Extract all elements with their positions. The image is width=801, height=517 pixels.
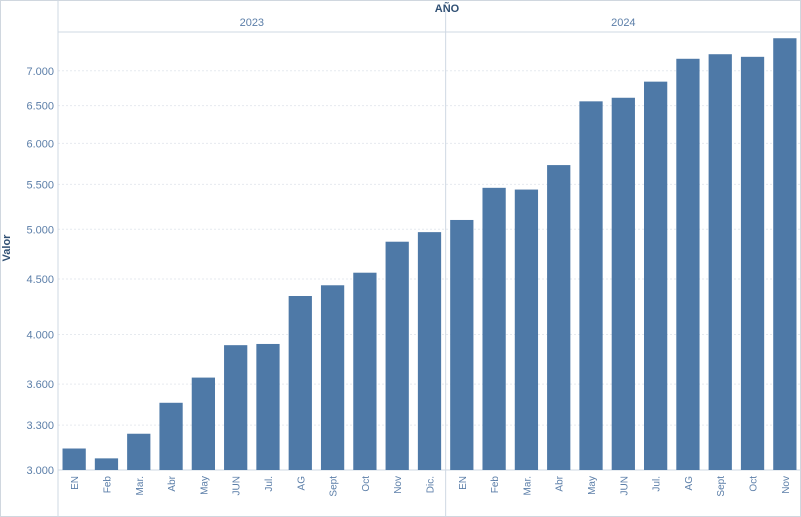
bar	[159, 402, 183, 470]
bar	[191, 377, 215, 470]
x-tick-label: Mar.	[135, 476, 146, 495]
x-tick-label: JUN	[232, 476, 243, 495]
bar	[62, 448, 86, 470]
bar	[450, 219, 474, 470]
x-tick-label: May	[199, 476, 210, 495]
bar	[514, 189, 539, 470]
x-tick-label: EN	[458, 476, 469, 490]
y-axis-label: Valor	[1, 234, 13, 262]
bar	[611, 97, 635, 470]
x-tick-label: AG	[684, 476, 695, 491]
column-header-title: AÑO	[435, 2, 460, 15]
x-tick-label: Dic.	[426, 476, 437, 493]
x-tick-label: Nov	[393, 476, 404, 494]
x-axis: EN Feb Mar. Abr May JUN Jul. AG Sept Oct Nov Dic. EN…	[70, 475, 792, 496]
bar	[94, 458, 119, 470]
bar	[256, 343, 280, 470]
x-tick-label: Abr	[167, 475, 178, 491]
bar	[224, 345, 248, 470]
x-tick-label: Mar.	[522, 476, 533, 495]
bar	[547, 165, 571, 470]
bar	[127, 433, 151, 470]
x-tick-label: Feb	[490, 476, 501, 494]
x-tick-label: Oct	[361, 476, 372, 492]
y-axis: Valor 3.000 3.300 3.600 4.000 4.500 5.000 5.50…	[1, 66, 54, 477]
bar	[353, 272, 377, 470]
y-tick-label: 3.600	[26, 379, 54, 391]
y-tick-label: 5.500	[26, 179, 54, 191]
x-tick-label: Oct	[749, 476, 760, 492]
y-tick-label: 3.300	[26, 420, 54, 432]
bar	[482, 187, 506, 470]
y-tick-label: 4.000	[26, 329, 54, 341]
x-tick-label: Jul.	[652, 476, 663, 492]
x-tick-label: Sept	[329, 476, 340, 497]
x-tick-label: AG	[296, 476, 307, 491]
bar	[644, 81, 668, 470]
bar	[288, 296, 312, 470]
column-headers: AÑO 2023 2024	[240, 2, 636, 29]
x-tick-label: EN	[70, 476, 81, 490]
bar	[773, 38, 797, 471]
bar	[708, 54, 732, 470]
y-tick-label: 5.000	[26, 224, 54, 236]
x-tick-label: Jul.	[264, 476, 275, 492]
x-tick-label: May	[587, 476, 598, 495]
bars	[62, 38, 797, 471]
bar	[740, 56, 765, 471]
y-tick-label: 3.000	[26, 465, 54, 477]
year-header: 2023	[240, 17, 264, 29]
y-tick-label: 4.500	[26, 274, 54, 286]
bar	[676, 58, 700, 470]
x-tick-label: Feb	[102, 476, 113, 494]
bar	[385, 241, 409, 470]
y-tick-label: 7.000	[26, 66, 54, 78]
bar	[417, 232, 442, 470]
year-header: 2024	[611, 17, 635, 29]
x-tick-label: JUN	[619, 476, 630, 495]
x-tick-label: Nov	[781, 476, 792, 494]
y-tick-label: 6.500	[26, 101, 54, 113]
y-tick-label: 6.000	[26, 138, 54, 150]
x-tick-label: Abr	[555, 475, 566, 491]
x-tick-label: Sept	[716, 476, 727, 497]
bar	[579, 101, 603, 471]
bar	[320, 285, 345, 470]
